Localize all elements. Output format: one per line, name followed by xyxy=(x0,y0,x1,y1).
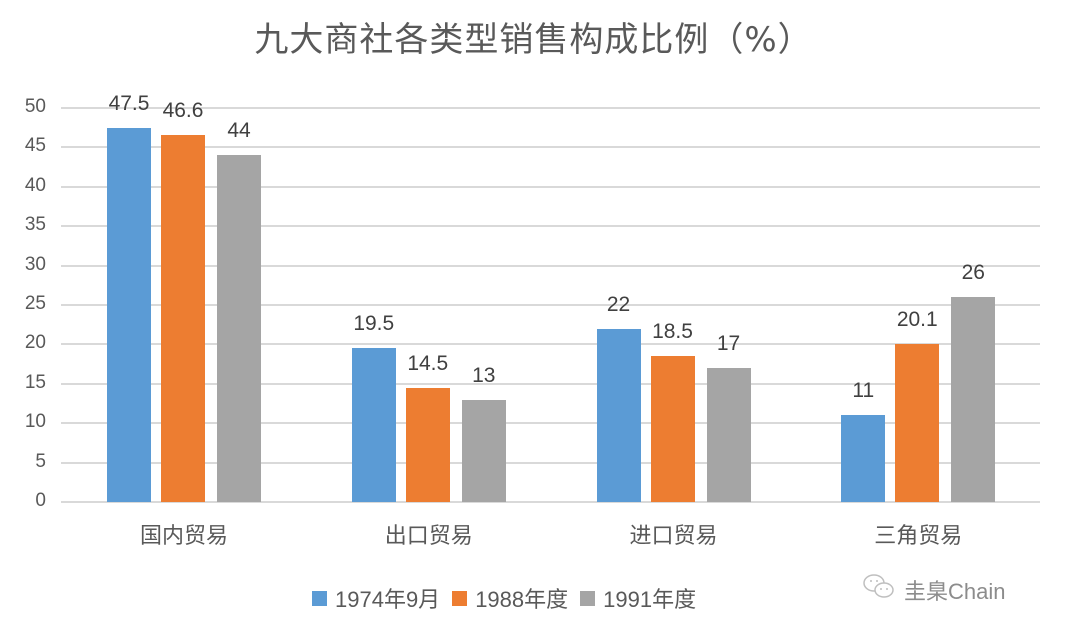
legend: 1974年9月 1988年度 1991年度 xyxy=(312,582,696,614)
gridline xyxy=(61,461,1040,464)
bar xyxy=(841,415,886,502)
bar xyxy=(107,127,151,502)
y-tick-label: 10 xyxy=(24,411,46,433)
y-tick-label: 15 xyxy=(24,371,46,393)
data-label: 17 xyxy=(716,332,741,356)
legend-swatch-icon xyxy=(580,590,596,606)
y-tick-label: 5 xyxy=(35,450,46,472)
y-tick-label: 20 xyxy=(24,332,46,354)
y-tick-label: 0 xyxy=(35,490,46,511)
gridline xyxy=(61,382,1040,385)
legend-item: 1991年度 xyxy=(580,582,696,614)
y-tick-label: 50 xyxy=(24,96,46,117)
bar xyxy=(596,328,641,502)
bar-group: 47.5 46.6 44 xyxy=(61,92,306,502)
gridline xyxy=(61,304,1040,306)
data-label: 26 xyxy=(961,261,985,285)
legend-label: 1991年度 xyxy=(603,587,697,612)
x-category-label: 出口贸易 xyxy=(384,524,473,549)
data-label: 47.5 xyxy=(108,91,150,115)
legend-swatch-icon xyxy=(312,590,327,606)
bar xyxy=(351,348,396,502)
bar xyxy=(706,368,751,502)
wechat-icon xyxy=(862,572,896,608)
data-label: 44 xyxy=(227,119,251,143)
bar xyxy=(951,297,996,502)
x-category-label: 三角贸易 xyxy=(874,524,963,549)
gridline xyxy=(61,107,1040,109)
legend-item: 1988年度 xyxy=(452,582,568,614)
data-label: 18.5 xyxy=(652,320,693,344)
legend-label: 1988年度 xyxy=(475,587,569,612)
y-tick-label: 30 xyxy=(24,253,46,275)
gridline xyxy=(61,146,1040,149)
gridline xyxy=(61,343,1040,346)
x-category-label: 国内贸易 xyxy=(139,524,228,549)
bar-group: 19.5 14.5 13 xyxy=(306,108,551,502)
y-tick-label: 40 xyxy=(24,174,46,196)
data-label: 46.6 xyxy=(162,98,204,122)
plot-area: 47.5 46.6 44 19.5 14.5 13 22 18.5 17 11 20.1 26 xyxy=(61,92,1040,503)
bar xyxy=(161,134,205,502)
data-label: 13 xyxy=(472,363,496,387)
gridline xyxy=(61,185,1040,188)
bar-group: 11 20.1 26 xyxy=(795,108,1040,502)
bar xyxy=(461,399,506,502)
gridline xyxy=(61,225,1040,228)
bar xyxy=(650,356,695,502)
data-label: 22 xyxy=(606,292,631,316)
y-tick-label: 25 xyxy=(24,293,46,314)
gridline xyxy=(61,422,1040,425)
y-tick-label: 45 xyxy=(24,135,46,157)
bar xyxy=(405,387,450,502)
data-label: 20.1 xyxy=(896,307,938,331)
chart-title: 九大商社各类型销售构成比例（%） xyxy=(254,20,813,60)
data-label: 11 xyxy=(852,379,875,403)
legend-swatch-icon xyxy=(452,590,468,606)
bar xyxy=(217,155,261,502)
legend-label: 1974年9月 xyxy=(335,587,441,612)
data-label: 14.5 xyxy=(407,351,449,375)
watermark: 圭臬Chain xyxy=(862,572,1005,608)
y-tick-label: 35 xyxy=(24,214,46,236)
gridline xyxy=(61,264,1040,267)
x-category-label: 进口贸易 xyxy=(629,524,718,549)
bar xyxy=(895,343,940,502)
legend-item: 1974年9月 xyxy=(312,582,440,614)
data-label: 19.5 xyxy=(353,312,395,336)
watermark-text: 圭臬Chain xyxy=(904,579,1006,604)
gridline xyxy=(61,501,1040,503)
bar-group: 22 18.5 17 xyxy=(551,108,796,502)
